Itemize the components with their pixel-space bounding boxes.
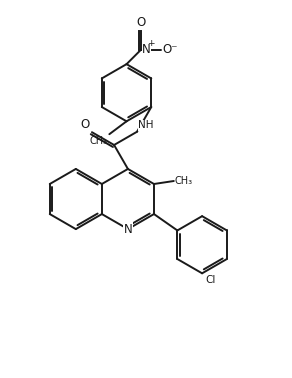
Text: O⁻: O⁻ <box>162 43 178 56</box>
Text: +: + <box>147 39 154 48</box>
Text: NH: NH <box>138 120 154 130</box>
Text: Cl: Cl <box>205 275 215 285</box>
Text: O: O <box>136 16 145 29</box>
Text: CH₃: CH₃ <box>175 176 193 186</box>
Text: N: N <box>124 223 132 235</box>
Text: O: O <box>80 118 90 131</box>
Text: CH₃: CH₃ <box>90 136 108 146</box>
Text: N: N <box>142 43 151 56</box>
